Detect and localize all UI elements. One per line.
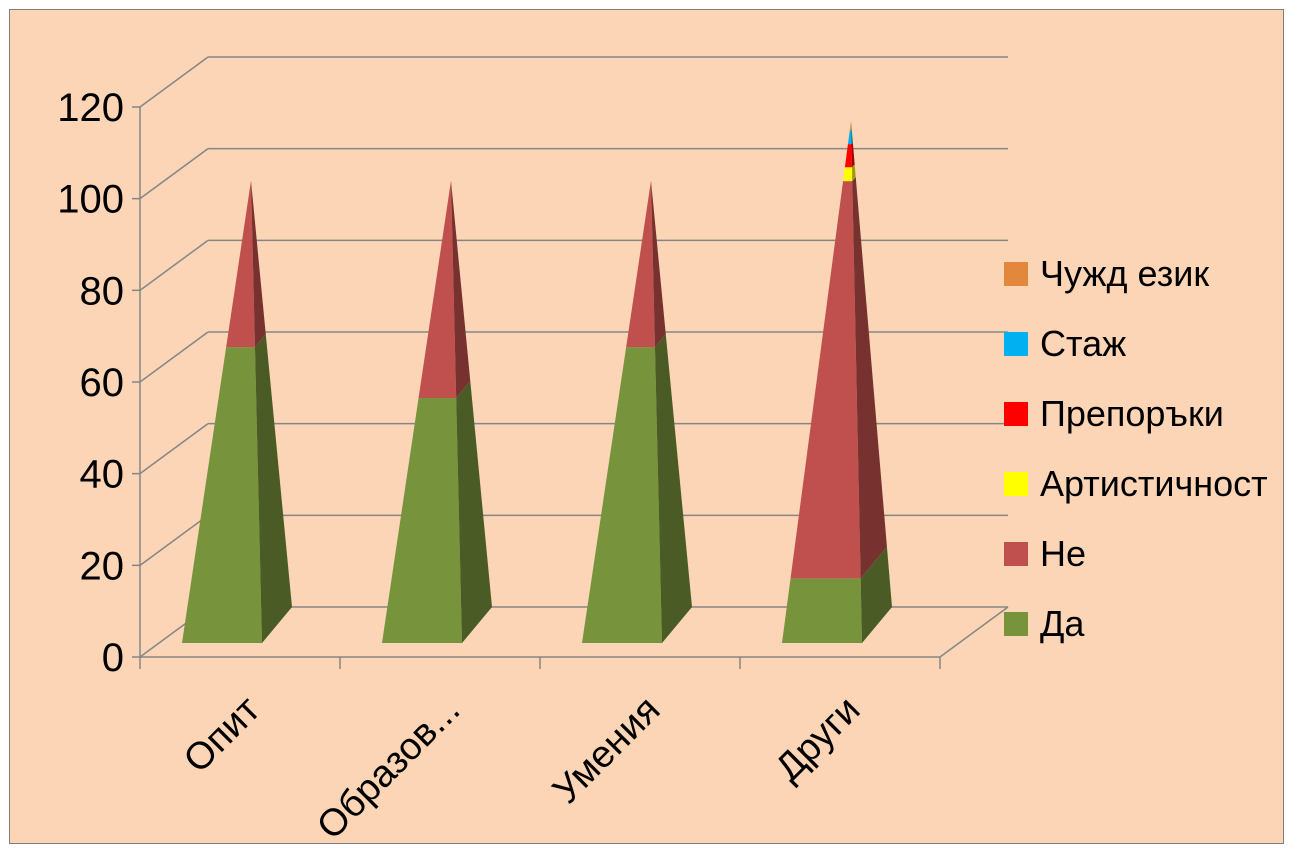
legend-swatch-4	[1004, 542, 1028, 566]
segment-0-0-front	[182, 347, 262, 643]
segment-1-1-front	[418, 180, 457, 398]
legend-swatch-2	[1004, 402, 1028, 426]
segment-3-2-side	[851, 164, 856, 182]
legend-label-2: Препоръки	[1040, 393, 1224, 434]
floor-right-edge	[939, 606, 1009, 658]
segment-3-0-front	[782, 578, 862, 643]
segment-3-2-front	[843, 167, 853, 182]
segment-0-1-side	[251, 180, 266, 348]
pyramid-3	[782, 121, 892, 643]
segment-3-0-side	[860, 546, 892, 643]
x-axis: Опит Образов... Умения Други	[139, 656, 941, 848]
segment-1-0-side	[456, 381, 492, 643]
y-tick-label: 20	[80, 544, 125, 588]
x-tick-label-3: Други	[768, 689, 869, 790]
gridline-side-100	[139, 148, 209, 200]
legend-swatch-1	[1004, 332, 1028, 356]
y-tick-label: 0	[102, 636, 124, 680]
pyramid-2	[582, 180, 692, 643]
legend-label-5: Да	[1040, 603, 1085, 644]
x-tick-label-2: Умения	[545, 689, 668, 812]
segment-1-1-side	[451, 180, 471, 398]
gridline-side-120	[139, 56, 209, 108]
segment-3-4-front	[847, 130, 852, 145]
y-axis: 0 20 40 60 80 100 120	[57, 86, 141, 680]
legend-label-3: Артистичност	[1040, 463, 1268, 504]
segment-3-3-front	[844, 144, 852, 168]
y-tick-label: 120	[57, 86, 124, 130]
x-tick-label-1: Образов...	[309, 689, 468, 848]
legend-label-4: Не	[1040, 533, 1086, 574]
legend: Чужд език Стаж Препоръки Артистичност Не Да	[1004, 253, 1268, 644]
y-tick-label: 40	[80, 453, 125, 497]
gridline-side-80	[139, 239, 209, 291]
y-tick-label: 100	[57, 178, 124, 222]
legend-swatch-3	[1004, 472, 1028, 496]
y-tick-label: 60	[80, 361, 125, 405]
pyramid-1	[382, 180, 492, 643]
segment-2-0-side	[654, 334, 692, 643]
gridline-side-60	[139, 331, 209, 383]
segment-2-0-front	[582, 347, 662, 643]
segment-3-3-side	[851, 142, 855, 168]
segment-2-1-side	[651, 180, 666, 348]
segment-1-0-front	[382, 397, 462, 643]
legend-label-0: Чужд език	[1040, 253, 1209, 294]
segment-3-4-side	[851, 129, 853, 145]
gridline-side-20	[139, 514, 209, 566]
segment-3-5-side	[851, 121, 852, 131]
segment-3-1-side	[852, 176, 887, 579]
segment-3-1-front	[790, 181, 861, 579]
pyramid-bars	[182, 121, 892, 643]
legend-swatch-5	[1004, 612, 1028, 636]
segment-0-1-front	[226, 180, 255, 348]
segment-0-0-side	[254, 334, 292, 643]
segment-3-5-front	[849, 121, 852, 131]
x-tick-label-0: Опит	[176, 689, 268, 781]
pyramid-0	[182, 180, 292, 643]
y-tick-label: 80	[80, 269, 125, 313]
legend-swatch-0	[1004, 262, 1028, 286]
legend-label-1: Стаж	[1040, 323, 1126, 364]
segment-2-1-front	[626, 180, 655, 348]
gridline-side-40	[139, 423, 209, 475]
